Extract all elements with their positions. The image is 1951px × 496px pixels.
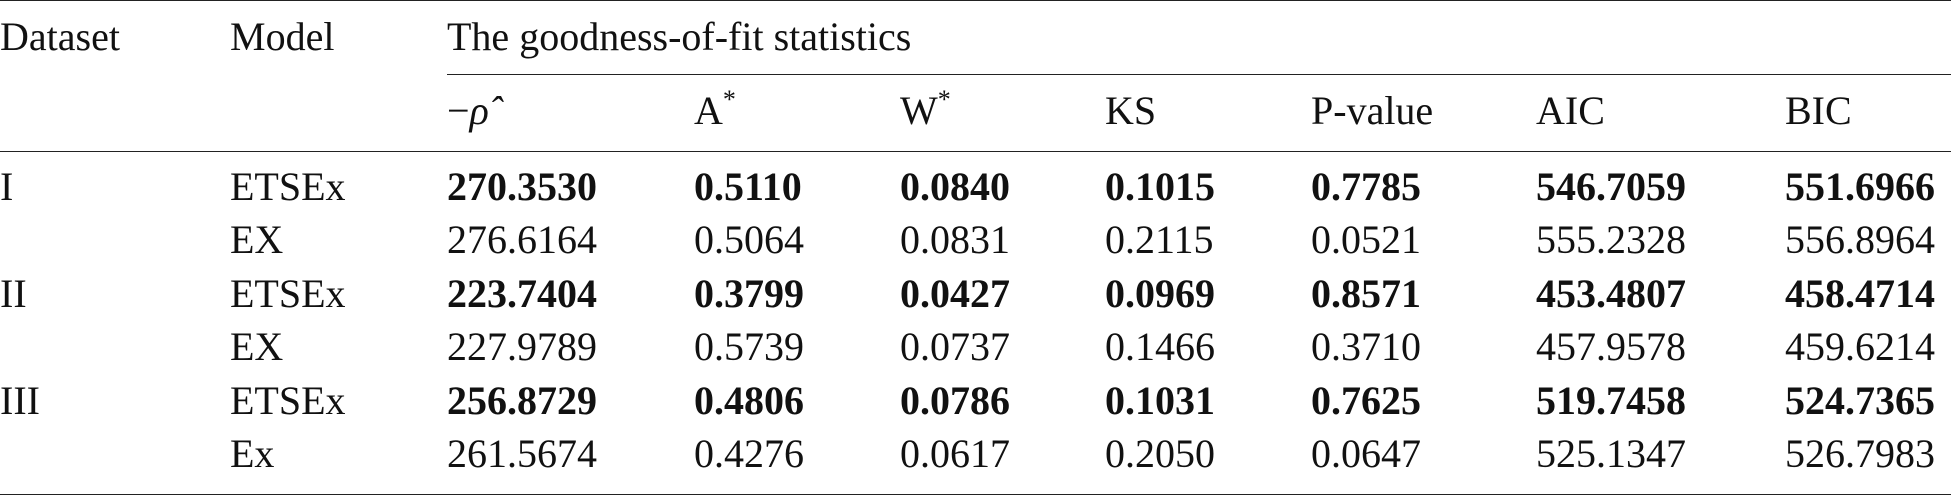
table-cell: 0.0786 <box>900 378 1010 423</box>
table-cell: 0.0737 <box>900 324 1010 369</box>
row-dataset: III <box>0 378 40 423</box>
table-cell: 0.7785 <box>1311 164 1421 209</box>
table-cell: 0.4276 <box>694 431 804 476</box>
header-w-star: W* <box>900 84 951 135</box>
header-a-star: A* <box>694 84 736 135</box>
table-cell: 0.0840 <box>900 164 1010 209</box>
table-cell: 223.7404 <box>447 271 597 316</box>
row-model: Ex <box>230 431 275 476</box>
table-cell: 0.0521 <box>1311 217 1421 262</box>
table-cell: 0.0427 <box>900 271 1010 316</box>
table-cell: 0.0969 <box>1105 271 1215 316</box>
table-cell: 555.2328 <box>1536 217 1686 262</box>
header-neg-rho: −ρ̂ <box>447 87 489 135</box>
table-cell: 227.9789 <box>447 324 597 369</box>
header-dataset: Dataset <box>0 14 120 59</box>
table-cell: 524.7365 <box>1785 378 1935 423</box>
table-cell: 556.8964 <box>1785 217 1935 262</box>
row-model: EX <box>230 217 284 262</box>
table-cell: 0.7625 <box>1311 378 1421 423</box>
table-cell: 0.5064 <box>694 217 804 262</box>
table-cell: 0.8571 <box>1311 271 1421 316</box>
table-cell: 453.4807 <box>1536 271 1686 316</box>
table-cell: 526.7983 <box>1785 431 1935 476</box>
minus-sign: − <box>447 88 470 133</box>
table-cell: 256.8729 <box>447 378 597 423</box>
a-sup: * <box>722 84 736 114</box>
rho-hat-symbol: ρ̂ <box>469 88 489 133</box>
table-cell: 0.5110 <box>694 164 802 209</box>
row-model: ETSEx <box>230 378 346 423</box>
w-sup: * <box>937 84 951 114</box>
table-cell: 0.0831 <box>900 217 1010 262</box>
table-cell: 459.6214 <box>1785 324 1935 369</box>
row-dataset: II <box>0 271 27 316</box>
table-cell: 546.7059 <box>1536 164 1686 209</box>
header-rule <box>0 151 1951 152</box>
header-group: The goodness-of-fit statistics <box>447 14 912 59</box>
bottom-rule <box>0 494 1951 495</box>
table-cell: 0.5739 <box>694 324 804 369</box>
header-bic: BIC <box>1785 88 1852 133</box>
table-cell: 0.1466 <box>1105 324 1215 369</box>
table-cell: 0.1015 <box>1105 164 1215 209</box>
table-cell: 0.2050 <box>1105 431 1215 476</box>
table-cell: 0.1031 <box>1105 378 1215 423</box>
row-model: ETSEx <box>230 271 346 316</box>
header-ks: KS <box>1105 88 1157 133</box>
table-cell: 525.1347 <box>1536 431 1686 476</box>
header-pvalue: P-value <box>1311 88 1434 133</box>
table-cell: 0.2115 <box>1105 217 1214 262</box>
row-model: ETSEx <box>230 164 346 209</box>
table-cell: 0.3710 <box>1311 324 1421 369</box>
group-underline <box>447 74 1951 75</box>
header-aic: AIC <box>1536 88 1605 133</box>
w-base: W <box>900 88 938 133</box>
table-cell: 270.3530 <box>447 164 597 209</box>
table-cell: 457.9578 <box>1536 324 1686 369</box>
table-cell: 0.0647 <box>1311 431 1421 476</box>
table-cell: 0.0617 <box>900 431 1010 476</box>
table-cell: 551.6966 <box>1785 164 1935 209</box>
table-cell: 261.5674 <box>447 431 597 476</box>
a-base: A <box>694 88 723 133</box>
row-model: EX <box>230 324 284 369</box>
top-rule <box>0 0 1951 1</box>
table-cell: 0.4806 <box>694 378 804 423</box>
table-cell: 0.3799 <box>694 271 804 316</box>
row-dataset: I <box>0 164 14 209</box>
header-model: Model <box>230 14 335 59</box>
table-cell: 458.4714 <box>1785 271 1935 316</box>
table-cell: 519.7458 <box>1536 378 1686 423</box>
table-cell: 276.6164 <box>447 217 597 262</box>
